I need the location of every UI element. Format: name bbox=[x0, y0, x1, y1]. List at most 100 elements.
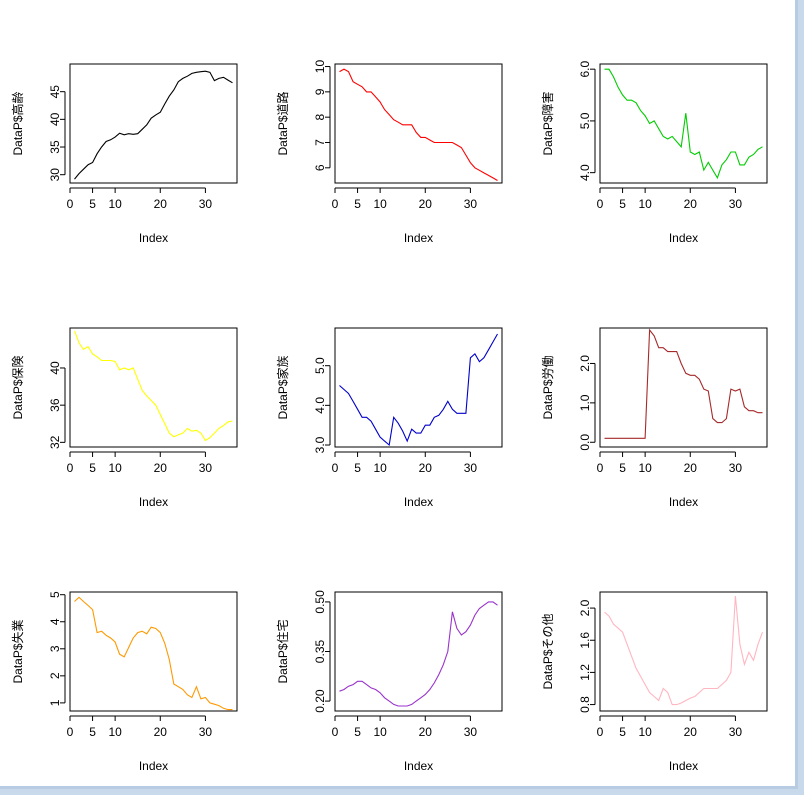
x-tick-label: 10 bbox=[108, 197, 122, 211]
y-axis-title: DataP$高齢 bbox=[10, 91, 25, 155]
y-tick-label: 5 bbox=[48, 591, 62, 598]
x-axis-title: Index bbox=[404, 495, 433, 509]
plot-frame bbox=[599, 327, 768, 448]
y-tick-label: 4 bbox=[48, 618, 62, 625]
series-line bbox=[73, 330, 233, 442]
y-tick-label: 6 bbox=[313, 164, 327, 171]
chart-svg-1: 0 5 10 20 30 30 35 40 45 Index DataP$高齢 bbox=[10, 63, 238, 245]
x-tick-label: 5 bbox=[619, 725, 626, 739]
x-tick-label: 5 bbox=[619, 461, 626, 475]
x-tick-label: 0 bbox=[597, 461, 604, 475]
x-tick-label: 10 bbox=[373, 197, 387, 211]
plot-frame bbox=[334, 327, 503, 448]
chart-panel-7: 0 5 10 20 30 1 2 3 4 5 Index DataP$失業 bbox=[0, 528, 265, 792]
chart-panel-1: 0 5 10 20 30 30 35 40 45 Index DataP$高齢 bbox=[0, 0, 265, 264]
chart-svg-2: 0 5 10 20 30 6 7 8 9 10 Index DataP$道路 bbox=[275, 60, 503, 245]
y-tick-label: 9 bbox=[313, 88, 327, 95]
chart-panel-6: 0 5 10 20 30 0.0 1.0 2.0 Index DataP$労働 bbox=[530, 264, 795, 528]
x-axis-title: Index bbox=[139, 231, 168, 245]
y-tick-label: 0.0 bbox=[578, 434, 592, 451]
chart-panel-5: 0 5 10 20 30 3.0 4.0 5.0 Index DataP$家族 bbox=[265, 264, 530, 528]
x-tick-label: 0 bbox=[332, 461, 339, 475]
series-line bbox=[74, 596, 233, 711]
x-tick-label: 20 bbox=[154, 197, 168, 211]
x-tick-label: 20 bbox=[154, 725, 168, 739]
series-line bbox=[339, 333, 498, 447]
plot-frame bbox=[599, 63, 768, 184]
series-line bbox=[74, 70, 233, 180]
x-tick-label: 10 bbox=[373, 725, 387, 739]
chart-panel-3: 0 5 10 20 30 4.0 5.0 6.0 Index DataP$障害 bbox=[530, 0, 795, 264]
chart-panel-2: 0 5 10 20 30 6 7 8 9 10 Index DataP$道路 bbox=[265, 0, 530, 264]
chart-svg-7: 0 5 10 20 30 1 2 3 4 5 Index DataP$失業 bbox=[10, 591, 238, 773]
y-tick-label: 1.0 bbox=[578, 394, 592, 411]
x-tick-label: 20 bbox=[419, 461, 433, 475]
y-axis-title: DataP$家族 bbox=[275, 355, 290, 419]
y-tick-label: 0.8 bbox=[578, 696, 592, 713]
x-tick-label: 10 bbox=[638, 725, 652, 739]
series-line bbox=[604, 595, 764, 706]
plot-frame bbox=[334, 591, 503, 712]
x-tick-label: 10 bbox=[108, 461, 122, 475]
x-tick-label: 0 bbox=[67, 725, 74, 739]
x-tick-label: 20 bbox=[419, 197, 433, 211]
x-tick-label: 30 bbox=[199, 725, 213, 739]
x-tick-label: 20 bbox=[684, 461, 698, 475]
y-tick-label: 30 bbox=[48, 168, 62, 182]
x-axis-title: Index bbox=[669, 495, 698, 509]
x-tick-label: 30 bbox=[464, 725, 478, 739]
y-tick-label: 36 bbox=[48, 398, 62, 412]
x-tick-label: 30 bbox=[199, 461, 213, 475]
x-tick-label: 10 bbox=[638, 461, 652, 475]
x-tick-label: 5 bbox=[354, 197, 361, 211]
chart-svg-8: 0 5 10 20 30 0.20 0.35 0.50 Index DataP$住宅 bbox=[275, 590, 503, 773]
y-tick-label: 0.20 bbox=[313, 689, 327, 713]
x-tick-label: 0 bbox=[67, 461, 74, 475]
x-axis-title: Index bbox=[404, 231, 433, 245]
x-tick-label: 20 bbox=[419, 725, 433, 739]
y-tick-label: 4.0 bbox=[313, 397, 327, 414]
chart-panel-4: 0 5 10 20 30 32 36 40 Index DataP$保険 bbox=[0, 264, 265, 528]
plot-frame bbox=[334, 63, 503, 184]
y-tick-label: 1.6 bbox=[578, 632, 592, 649]
x-axis-title: Index bbox=[139, 495, 168, 509]
x-tick-label: 30 bbox=[729, 725, 743, 739]
x-tick-label: 5 bbox=[89, 461, 96, 475]
x-tick-label: 30 bbox=[729, 197, 743, 211]
series-line bbox=[604, 328, 763, 439]
x-tick-label: 5 bbox=[354, 725, 361, 739]
y-tick-label: 1 bbox=[48, 699, 62, 706]
x-tick-label: 30 bbox=[199, 197, 213, 211]
series-line bbox=[339, 601, 498, 707]
series-line bbox=[604, 68, 763, 180]
y-tick-label: 40 bbox=[48, 361, 62, 375]
y-tick-label: 7 bbox=[313, 139, 327, 146]
x-tick-label: 5 bbox=[89, 197, 96, 211]
x-tick-label: 0 bbox=[597, 725, 604, 739]
x-tick-label: 30 bbox=[729, 461, 743, 475]
y-tick-label: 32 bbox=[48, 435, 62, 449]
chart-svg-6: 0 5 10 20 30 0.0 1.0 2.0 Index DataP$労働 bbox=[541, 327, 768, 509]
y-tick-label: 3 bbox=[48, 645, 62, 652]
chart-svg-4: 0 5 10 20 30 32 36 40 Index DataP$保険 bbox=[11, 327, 238, 509]
chart-svg-5: 0 5 10 20 30 3.0 4.0 5.0 Index DataP$家族 bbox=[275, 327, 503, 509]
x-tick-label: 30 bbox=[464, 461, 478, 475]
x-tick-label: 5 bbox=[89, 725, 96, 739]
x-tick-label: 10 bbox=[373, 461, 387, 475]
x-axis-title: Index bbox=[139, 759, 168, 773]
x-tick-label: 20 bbox=[684, 197, 698, 211]
y-axis-title: DataP$道路 bbox=[275, 91, 290, 155]
x-axis-title: Index bbox=[669, 759, 698, 773]
y-tick-label: 0.35 bbox=[313, 639, 327, 663]
chart-panel-9: 0 5 10 20 30 0.8 1.2 1.6 2.0 Index DataP$その他 bbox=[530, 528, 795, 792]
x-tick-label: 30 bbox=[464, 197, 478, 211]
y-tick-label: 5.0 bbox=[578, 112, 592, 129]
x-tick-label: 20 bbox=[154, 461, 168, 475]
x-tick-label: 0 bbox=[332, 197, 339, 211]
y-tick-label: 1.2 bbox=[578, 664, 592, 681]
x-tick-label: 0 bbox=[67, 197, 74, 211]
y-tick-label: 2.0 bbox=[578, 355, 592, 372]
y-tick-label: 35 bbox=[48, 140, 62, 154]
x-axis-title: Index bbox=[669, 231, 698, 245]
y-tick-label: 3.0 bbox=[313, 436, 327, 453]
